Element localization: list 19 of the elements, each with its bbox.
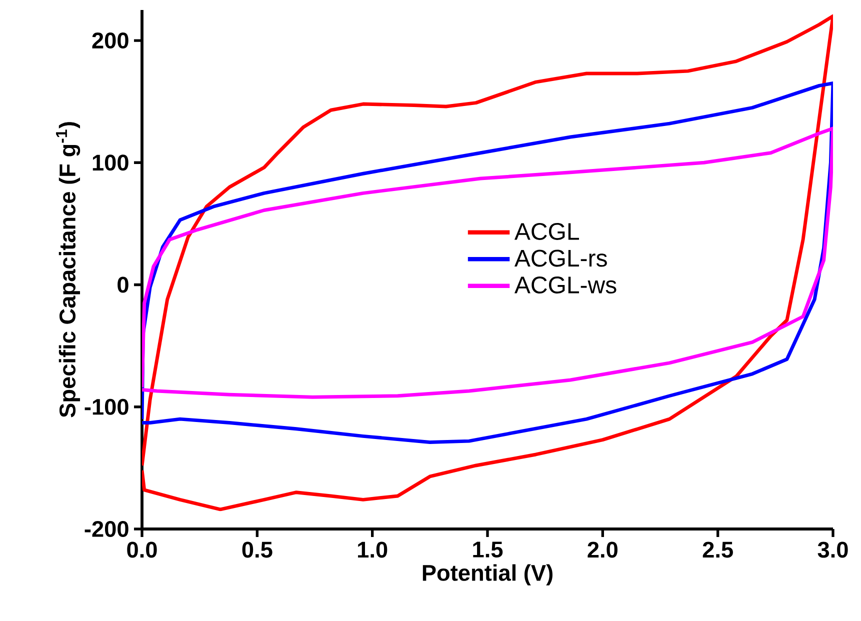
line-series: [142, 14, 833, 512]
x-tick-label: 1.0: [358, 542, 388, 558]
legend-label: ACGL-rs: [514, 250, 607, 267]
y-tick-label: 200: [92, 32, 128, 49]
x-tick-label: 0.5: [242, 542, 272, 558]
legend-label: ACGL-ws: [514, 276, 616, 294]
x-tick-label: 2.5: [702, 542, 733, 558]
x-tick-label: 0.0: [127, 542, 157, 558]
x-tick-label: 2.0: [588, 542, 618, 558]
y-tick-label: -200: [84, 520, 128, 538]
line-series: [142, 126, 833, 399]
text: Specific Capacitance (F g$^{-1}$): [56, 122, 80, 418]
y-tick-label: 100: [92, 154, 128, 171]
x-axis-title: Potential (V): [422, 564, 552, 586]
y-tick-label: 0: [118, 276, 128, 293]
x-tick-label: 1.5: [473, 542, 503, 558]
x-tick-label: 3.0: [818, 542, 848, 558]
legend-label: ACGL: [514, 222, 579, 240]
y-tick-label: -100: [84, 398, 128, 415]
